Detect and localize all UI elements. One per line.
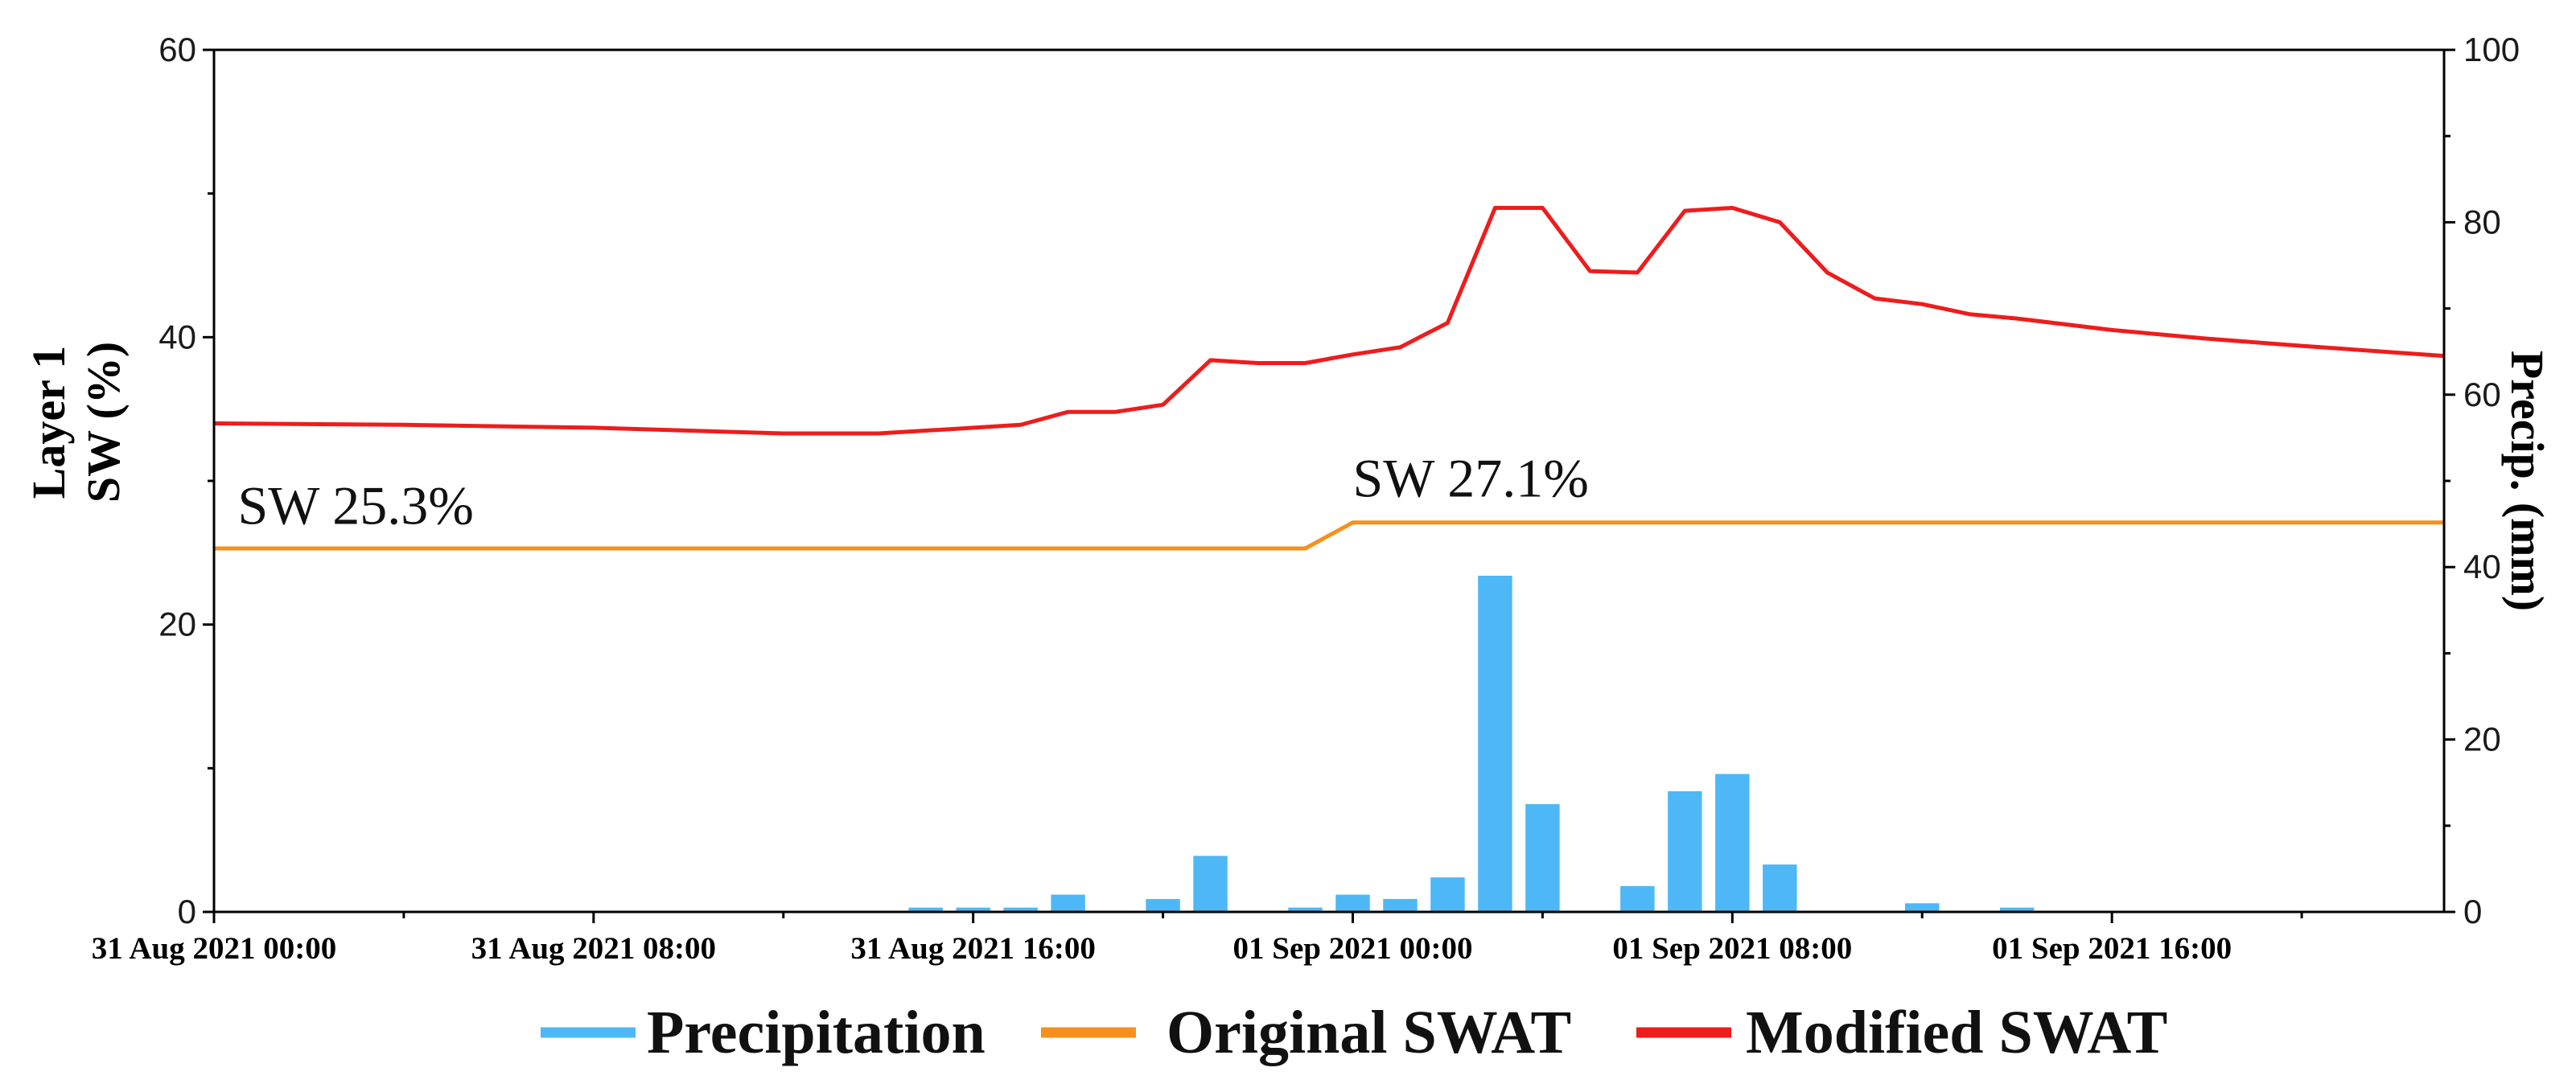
precip-bar-16 (1905, 903, 1940, 912)
precip-bar-12 (1620, 885, 1655, 912)
x-tick-label-4: 01 Sep 2021 08:00 (1612, 931, 1852, 966)
original-swat-line (214, 520, 2444, 551)
precip-bar-7 (1335, 894, 1370, 912)
legend-modified-label: Modified SWAT (1746, 999, 2167, 1066)
right-tick-label-1: 20 (2463, 721, 2501, 758)
precip-bar-10 (1478, 575, 1512, 912)
right-tick-label-2: 40 (2463, 548, 2501, 585)
y-left-title-line2: SW (%) (77, 342, 130, 503)
modified-swat-line (213, 206, 2445, 436)
left-tick-label-0: 0 (178, 893, 196, 930)
right-tick-label-5: 100 (2463, 31, 2520, 68)
left-tick-label-2: 40 (158, 318, 196, 355)
legend-precipitation-label: Precipitation (647, 999, 986, 1066)
right-axis: 0 20 40 60 80 100 (2444, 31, 2520, 930)
precip-bar-5 (1193, 856, 1228, 912)
x-tick-label-5: 01 Sep 2021 16:00 (1992, 931, 2232, 966)
x-axis: 31 Aug 2021 00:00 31 Aug 2021 08:00 31 Aug… (92, 912, 2303, 966)
precip-bar-15 (1763, 864, 1797, 912)
right-tick-label-4: 80 (2463, 203, 2501, 240)
y-right-title: Precip. (mm) (2501, 351, 2553, 611)
x-tick-label-3: 01 Sep 2021 00:00 (1233, 931, 1473, 966)
left-axis: 0 20 40 60 (158, 31, 214, 930)
precip-bar-11 (1525, 804, 1560, 912)
precip-bar-9 (1430, 877, 1465, 912)
precip-bar-3 (1051, 894, 1085, 912)
annotation-original-start: SW 25.3% (237, 475, 473, 536)
legend-original-label: Original SWAT (1167, 999, 1571, 1066)
right-tick-label-3: 60 (2463, 376, 2501, 413)
precip-bar-6 (1288, 907, 1323, 912)
precip-bar-0 (908, 907, 943, 912)
precip-bar-1 (956, 907, 990, 912)
precip-bar-17 (1999, 907, 2035, 912)
x-tick-label-0: 31 Aug 2021 00:00 (92, 931, 336, 966)
lines-layer (213, 206, 2445, 551)
plot-frame (212, 48, 2446, 914)
precip-bar-13 (1668, 790, 1702, 912)
y-left-title-line1: Layer 1 (23, 346, 75, 499)
precip-bar-2 (1003, 907, 1038, 912)
x-tick-label-2: 31 Aug 2021 16:00 (850, 931, 1095, 966)
precip-bar-14 (1715, 774, 1750, 912)
precip-bar-4 (1146, 898, 1180, 912)
x-tick-label-1: 31 Aug 2021 08:00 (471, 931, 716, 966)
right-tick-label-0: 0 (2463, 893, 2482, 930)
bars-layer (908, 575, 2035, 912)
legend: Precipitation Original SWAT Modified SWA… (541, 999, 2167, 1066)
left-tick-label-3: 60 (158, 31, 196, 68)
annotation-original-end: SW 27.1% (1352, 448, 1588, 509)
left-tick-label-1: 20 (158, 606, 196, 643)
precip-bar-8 (1383, 898, 1418, 912)
